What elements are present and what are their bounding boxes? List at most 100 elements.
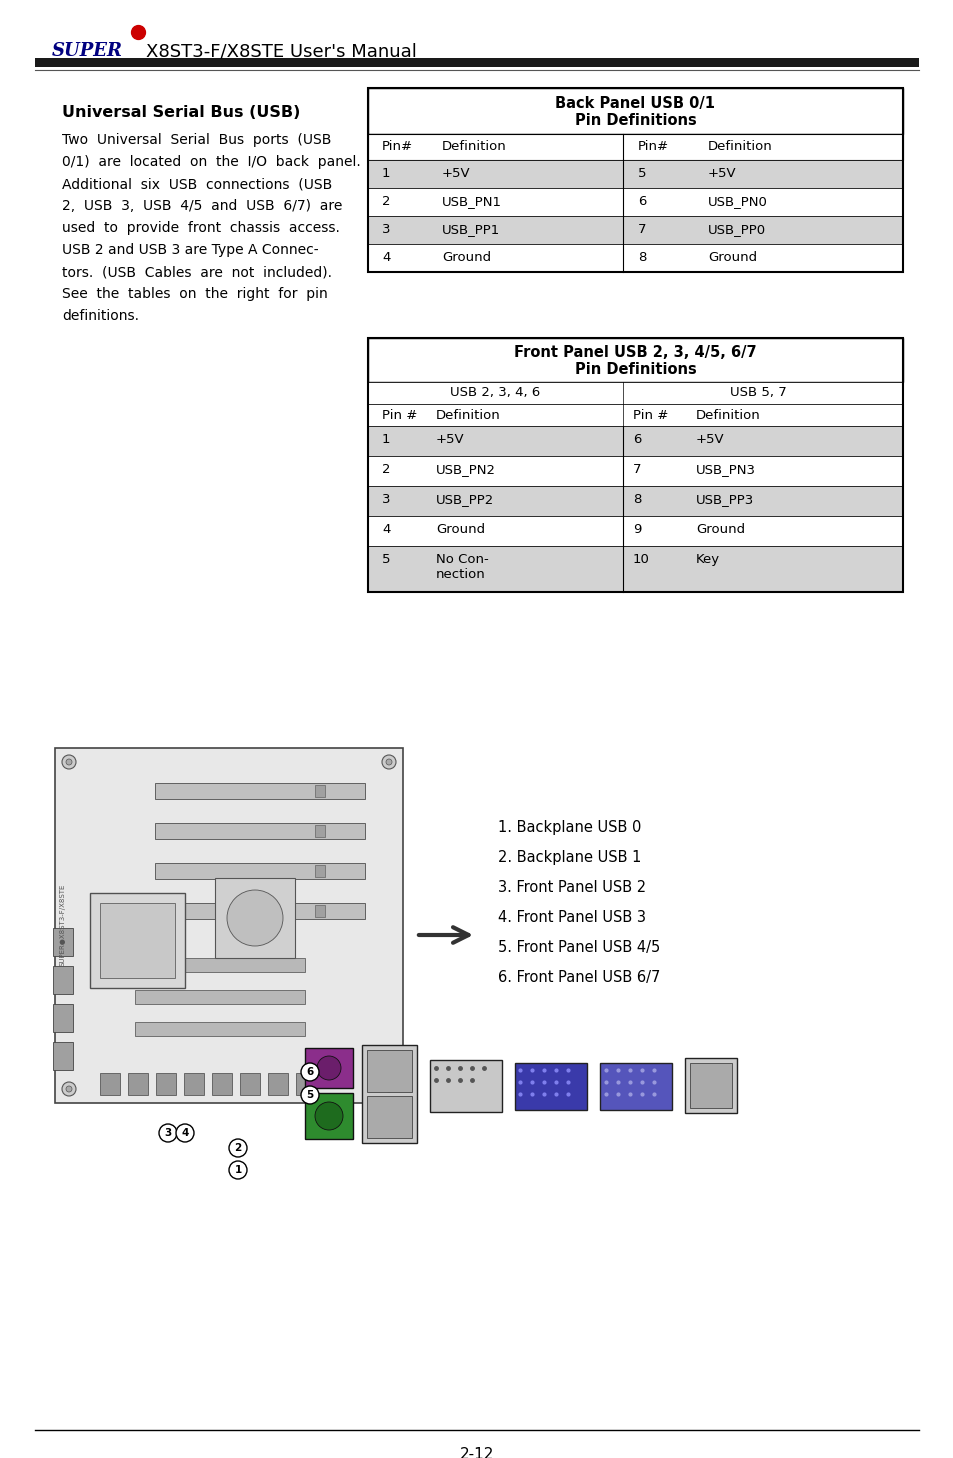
Bar: [154, 903, 365, 919]
Bar: [684, 1059, 737, 1112]
Circle shape: [66, 1086, 71, 1092]
Bar: [55, 748, 402, 1104]
Bar: [314, 825, 325, 837]
Text: 2: 2: [234, 1143, 241, 1153]
Bar: [368, 516, 902, 545]
Text: USB_PP0: USB_PP0: [707, 223, 765, 236]
Text: 8: 8: [633, 493, 640, 506]
Text: 4: 4: [381, 523, 390, 537]
Bar: [367, 1096, 412, 1139]
Text: 6: 6: [633, 433, 640, 446]
Text: Back Panel USB 0/1
Pin Definitions: Back Panel USB 0/1 Pin Definitions: [555, 96, 715, 128]
Text: 9: 9: [633, 523, 640, 537]
Text: USB_PP2: USB_PP2: [436, 493, 494, 506]
Circle shape: [301, 1063, 318, 1080]
Bar: [90, 892, 185, 989]
Bar: [128, 1073, 148, 1095]
Circle shape: [159, 1124, 177, 1142]
Circle shape: [62, 1082, 76, 1096]
Text: X8ST3-F/X8STE User's Manual: X8ST3-F/X8STE User's Manual: [146, 42, 416, 60]
Text: Ground: Ground: [441, 251, 491, 264]
Bar: [368, 545, 902, 592]
Text: 4: 4: [381, 251, 390, 264]
Text: +5V: +5V: [436, 433, 464, 446]
Text: 10: 10: [633, 553, 649, 566]
Circle shape: [316, 1056, 340, 1080]
Text: +5V: +5V: [707, 168, 736, 179]
Bar: [368, 160, 902, 188]
Bar: [368, 87, 902, 273]
Text: 4. Front Panel USB 3: 4. Front Panel USB 3: [497, 910, 645, 924]
Bar: [368, 188, 902, 216]
Text: 5: 5: [638, 168, 646, 179]
Text: 3: 3: [381, 493, 390, 506]
Circle shape: [227, 889, 283, 946]
Text: Ground: Ground: [707, 251, 757, 264]
Bar: [368, 87, 902, 134]
Text: +5V: +5V: [441, 168, 470, 179]
Text: 1: 1: [234, 1165, 241, 1175]
Text: 2: 2: [381, 195, 390, 208]
Text: 1: 1: [381, 433, 390, 446]
Text: 5: 5: [306, 1091, 314, 1099]
Bar: [184, 1073, 204, 1095]
Text: Ground: Ground: [436, 523, 485, 537]
Bar: [154, 783, 365, 799]
Text: 3: 3: [381, 223, 390, 236]
Bar: [430, 1060, 501, 1112]
Bar: [305, 1048, 353, 1088]
Bar: [689, 1063, 731, 1108]
Bar: [368, 456, 902, 486]
Bar: [53, 1005, 73, 1032]
Bar: [214, 878, 294, 958]
Text: 2-12: 2-12: [459, 1446, 494, 1458]
Bar: [35, 58, 918, 67]
Bar: [368, 486, 902, 516]
Bar: [368, 426, 902, 456]
Bar: [53, 967, 73, 994]
Text: Two  Universal  Serial  Bus  ports  (USB: Two Universal Serial Bus ports (USB: [62, 133, 331, 147]
Text: Ground: Ground: [696, 523, 744, 537]
Bar: [154, 822, 365, 838]
Bar: [268, 1073, 288, 1095]
Bar: [314, 865, 325, 878]
Bar: [135, 990, 305, 1005]
Text: Definition: Definition: [707, 140, 772, 153]
Text: 6. Front Panel USB 6/7: 6. Front Panel USB 6/7: [497, 970, 659, 986]
Bar: [368, 243, 902, 273]
Circle shape: [381, 755, 395, 768]
Text: Definition: Definition: [696, 410, 760, 421]
Text: 0/1)  are  located  on  the  I/O  back  panel.: 0/1) are located on the I/O back panel.: [62, 155, 360, 169]
Text: Additional  six  USB  connections  (USB: Additional six USB connections (USB: [62, 176, 332, 191]
Text: +5V: +5V: [696, 433, 724, 446]
Circle shape: [175, 1124, 193, 1142]
Text: 1. Backplane USB 0: 1. Backplane USB 0: [497, 819, 640, 835]
Bar: [314, 784, 325, 798]
Bar: [135, 958, 305, 972]
Text: Pin#: Pin#: [381, 140, 413, 153]
Circle shape: [66, 760, 71, 765]
Text: Key: Key: [696, 553, 720, 566]
Text: Definition: Definition: [441, 140, 506, 153]
Bar: [305, 1094, 353, 1139]
Text: used  to  provide  front  chassis  access.: used to provide front chassis access.: [62, 222, 339, 235]
Text: SUPER●X8ST3-F/X8STE: SUPER●X8ST3-F/X8STE: [60, 884, 66, 967]
Bar: [135, 1022, 305, 1037]
Text: 2: 2: [381, 464, 390, 475]
Bar: [314, 905, 325, 917]
Circle shape: [62, 755, 76, 768]
Text: Front Panel USB 2, 3, 4/5, 6/7
Pin Definitions: Front Panel USB 2, 3, 4/5, 6/7 Pin Defin…: [514, 346, 756, 378]
Bar: [599, 1063, 671, 1110]
Text: USB_PP3: USB_PP3: [696, 493, 754, 506]
Bar: [368, 338, 902, 592]
Bar: [515, 1063, 586, 1110]
Text: 7: 7: [633, 464, 640, 475]
Circle shape: [229, 1161, 247, 1180]
Text: USB_PN3: USB_PN3: [696, 464, 755, 475]
Text: 2. Backplane USB 1: 2. Backplane USB 1: [497, 850, 640, 865]
Bar: [53, 927, 73, 956]
Text: 4: 4: [181, 1128, 189, 1139]
Text: Universal Serial Bus (USB): Universal Serial Bus (USB): [62, 105, 300, 120]
Circle shape: [386, 760, 392, 765]
Text: USB 2 and USB 3 are Type A Connec-: USB 2 and USB 3 are Type A Connec-: [62, 243, 318, 257]
